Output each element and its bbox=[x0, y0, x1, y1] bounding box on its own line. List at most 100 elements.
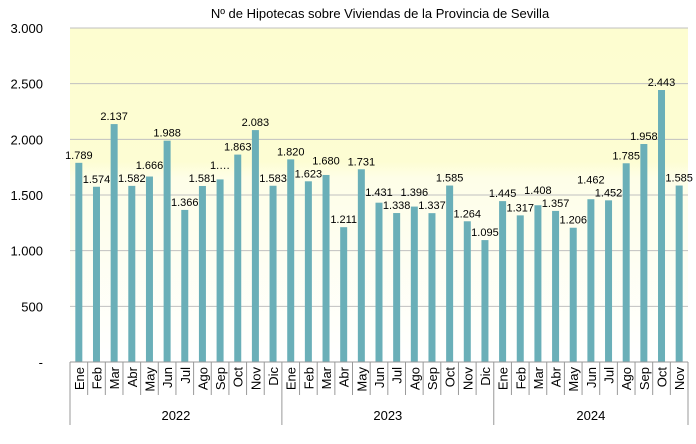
data-label: 1.581 bbox=[189, 173, 217, 185]
bar bbox=[322, 174, 330, 362]
data-label: 1.431 bbox=[365, 187, 393, 199]
data-label: 2.137 bbox=[100, 111, 128, 123]
x-tick-label: Ene bbox=[284, 367, 299, 390]
x-tick-label: Oct bbox=[443, 367, 458, 388]
x-tick-label: Feb bbox=[89, 367, 104, 389]
bar bbox=[552, 210, 560, 362]
x-tick-label: Abr bbox=[337, 366, 352, 387]
bar bbox=[110, 124, 118, 363]
data-label: 1.338 bbox=[383, 200, 411, 212]
bar bbox=[251, 130, 259, 362]
x-tick-label: Jul bbox=[390, 367, 405, 384]
bar bbox=[622, 163, 630, 362]
x-tick-label: Jun bbox=[372, 367, 387, 388]
x-tick-label: Nov bbox=[248, 367, 263, 391]
bar bbox=[516, 215, 524, 362]
bar bbox=[181, 209, 189, 362]
data-label: 1.958 bbox=[630, 131, 658, 143]
x-tick-label: Mar bbox=[107, 366, 122, 389]
bar bbox=[587, 199, 595, 362]
x-tick-label: Feb bbox=[301, 367, 316, 389]
year-group-label: 2024 bbox=[576, 408, 605, 423]
x-tick-label: Mar bbox=[531, 366, 546, 389]
data-label: 1.789 bbox=[65, 150, 93, 162]
data-label: 1.264 bbox=[454, 208, 482, 220]
x-tick-label: Jun bbox=[584, 367, 599, 388]
bar bbox=[569, 227, 577, 362]
bar bbox=[340, 227, 348, 362]
chart-title: Nº de Hipotecas sobre Viviendas de la Pr… bbox=[211, 6, 550, 21]
data-label: 1.211 bbox=[330, 214, 357, 226]
x-tick-label: Ago bbox=[407, 367, 422, 390]
y-tick-label: 2.500 bbox=[10, 77, 43, 92]
x-tick-label: Nov bbox=[460, 367, 475, 391]
bar bbox=[128, 185, 136, 362]
bar bbox=[463, 221, 471, 362]
data-label: 1.206 bbox=[559, 215, 587, 227]
data-label: 1.680 bbox=[312, 155, 340, 167]
bar bbox=[92, 186, 100, 362]
data-label: 1.785 bbox=[612, 150, 640, 162]
data-label: 1.666 bbox=[136, 160, 164, 172]
data-label: 1.445 bbox=[489, 188, 517, 200]
data-label: 2.443 bbox=[648, 77, 676, 89]
x-tick-label: Ago bbox=[195, 367, 210, 390]
y-tick-label: 500 bbox=[21, 299, 43, 314]
x-tick-label: Sep bbox=[637, 367, 652, 390]
data-label: 1.623 bbox=[295, 168, 323, 180]
x-tick-label: Oct bbox=[655, 367, 670, 388]
y-tick-label: 1.000 bbox=[10, 244, 43, 259]
x-tick-label: Jun bbox=[160, 367, 175, 388]
x-tick-label: May bbox=[142, 367, 157, 392]
data-label: 1.583 bbox=[259, 173, 287, 185]
bar bbox=[145, 176, 153, 362]
data-label: 1.585 bbox=[665, 173, 693, 185]
bar bbox=[481, 240, 489, 362]
bar bbox=[658, 90, 666, 362]
data-label: 1.095 bbox=[471, 227, 499, 239]
data-label: 1.366 bbox=[171, 197, 199, 209]
bar bbox=[534, 205, 542, 362]
y-tick-label: 3.000 bbox=[10, 21, 43, 36]
x-tick-label: Ago bbox=[619, 367, 634, 390]
bar bbox=[446, 185, 454, 362]
data-label: 1.337 bbox=[418, 200, 446, 212]
data-label: 1.988 bbox=[153, 128, 181, 140]
bar bbox=[675, 185, 683, 362]
y-tick-label: - bbox=[39, 355, 43, 370]
data-label: 1.574 bbox=[83, 174, 111, 186]
year-group-label: 2023 bbox=[373, 408, 402, 423]
x-tick-label: Nov bbox=[672, 367, 687, 391]
x-tick-label: Oct bbox=[231, 367, 246, 388]
x-tick-label: Mar bbox=[319, 366, 334, 389]
bar bbox=[234, 154, 242, 362]
bar bbox=[357, 169, 365, 362]
x-tick-label: Ene bbox=[496, 367, 511, 390]
x-tick-label: May bbox=[354, 367, 369, 392]
bar bbox=[304, 181, 312, 362]
bar bbox=[605, 200, 613, 362]
data-label: 1.452 bbox=[595, 187, 623, 199]
bar bbox=[640, 144, 648, 362]
x-tick-label: Dic bbox=[266, 367, 281, 386]
bar bbox=[216, 179, 224, 362]
bar bbox=[269, 185, 277, 362]
year-group-label: 2022 bbox=[161, 408, 190, 423]
bar bbox=[163, 140, 171, 362]
data-label: 1.863 bbox=[224, 142, 252, 154]
x-tick-label: Feb bbox=[513, 367, 528, 389]
data-label: 1.582 bbox=[118, 173, 146, 185]
data-label: 1.… bbox=[210, 160, 230, 172]
bar bbox=[75, 162, 83, 362]
data-label: 1.820 bbox=[277, 146, 305, 158]
x-tick-label: Jul bbox=[602, 367, 617, 384]
data-label: 1.396 bbox=[401, 187, 429, 199]
data-label: 1.462 bbox=[577, 174, 605, 186]
bar bbox=[198, 185, 206, 362]
x-tick-label: Dic bbox=[478, 367, 493, 386]
x-tick-label: Jul bbox=[178, 367, 193, 384]
data-label: 1.357 bbox=[542, 198, 570, 210]
x-tick-label: Abr bbox=[549, 366, 564, 387]
bar bbox=[375, 202, 383, 362]
x-tick-label: Abr bbox=[125, 366, 140, 387]
